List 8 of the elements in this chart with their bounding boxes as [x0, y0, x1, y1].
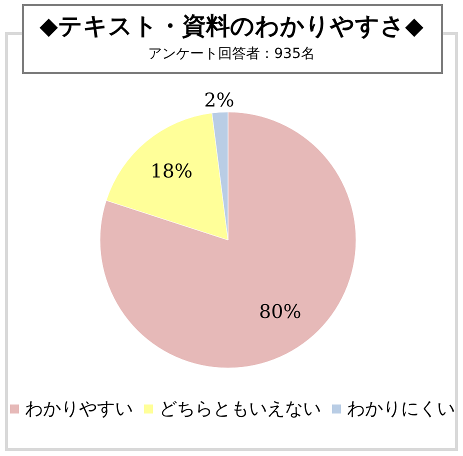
legend-label: わかりやすい — [25, 398, 133, 420]
chart-title: ◆テキスト・資料のわかりやすさ◆ — [40, 12, 424, 40]
legend-label: どちらともいえない — [159, 398, 321, 420]
chart-subtitle: アンケート回答者：935名 — [148, 46, 315, 62]
legend-label: わかりにくい — [347, 398, 455, 420]
data-label: 18% — [150, 160, 193, 183]
data-label: 80% — [259, 300, 302, 323]
data-label: 2% — [204, 89, 234, 112]
